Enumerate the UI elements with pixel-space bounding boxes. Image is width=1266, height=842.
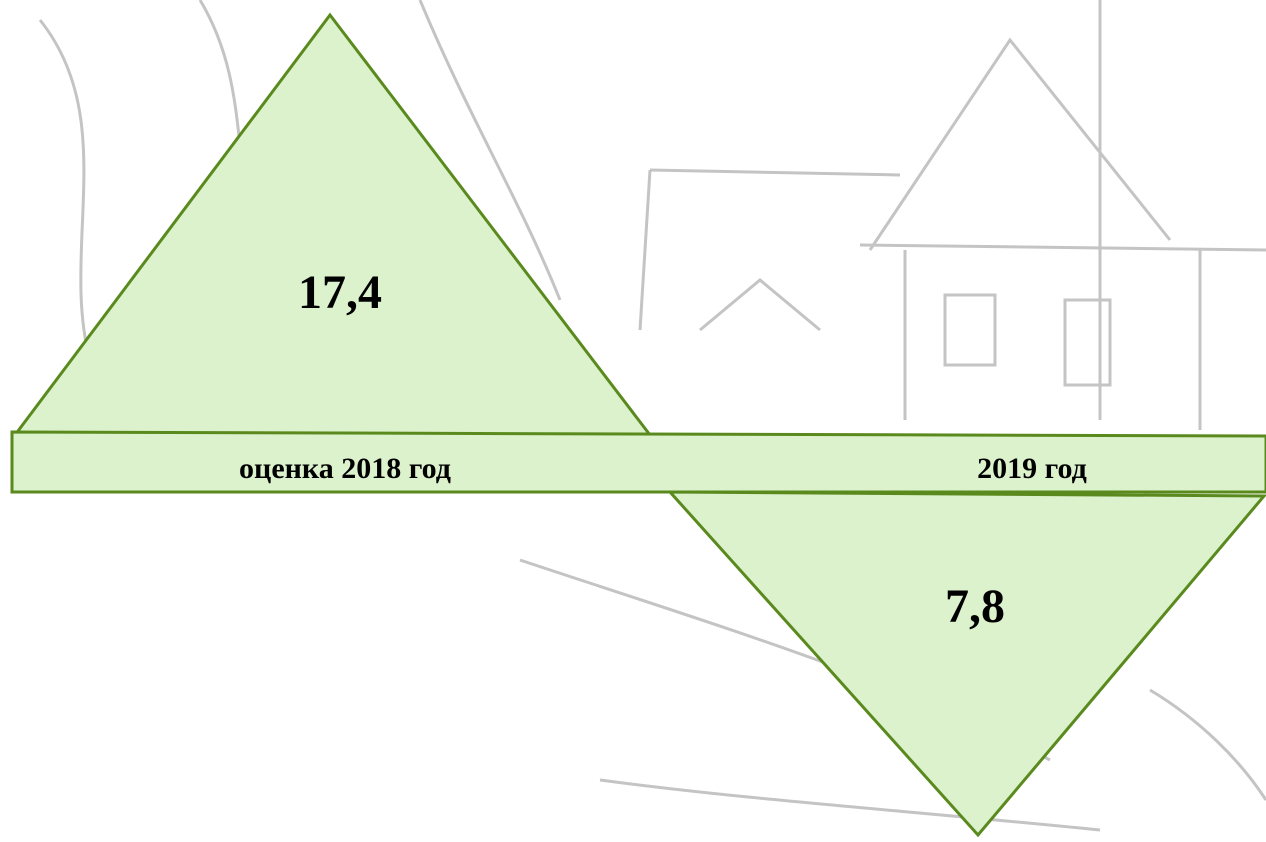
up-triangle (15, 15, 650, 435)
value: 7,8 (945, 580, 1005, 633)
down-triangle (670, 492, 1264, 835)
value: 17,4 (298, 266, 382, 319)
period-label: 2019 год (977, 452, 1087, 485)
slide: 17,4 7,8 оценка 2018 год 2019 год (0, 0, 1266, 842)
period-label: оценка 2018 год (239, 452, 451, 485)
